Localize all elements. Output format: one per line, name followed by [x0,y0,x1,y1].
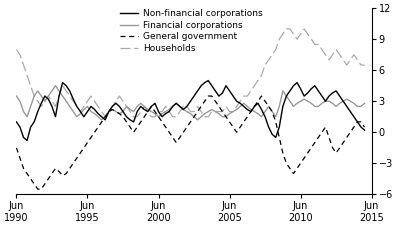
Legend: Non-financial corporations, Financial corporations, General government, Househol: Non-financial corporations, Financial co… [120,9,262,53]
